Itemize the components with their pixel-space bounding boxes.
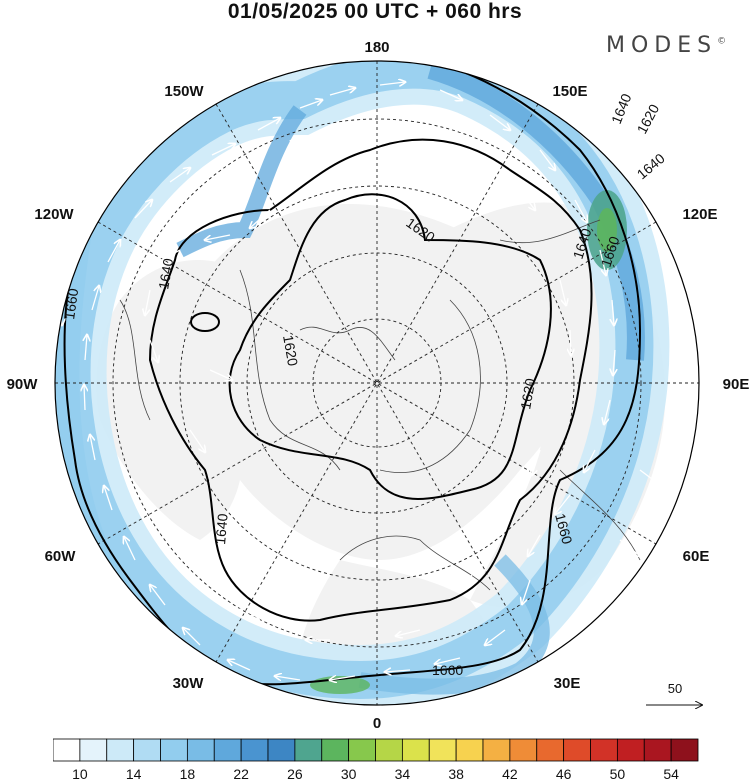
colorbar-swatch xyxy=(428,738,457,762)
colorbar-swatch xyxy=(186,738,215,762)
contour-label: 1640 xyxy=(634,150,668,182)
reference-vector: 50 xyxy=(646,681,710,720)
longitude-labels: 180 150E 120E 90E 60E 30E 0 30W 60W 90W … xyxy=(7,39,750,730)
colorbar-swatch xyxy=(321,738,350,762)
lon-label-150w: 150W xyxy=(164,83,204,100)
contour-label: 1660 xyxy=(61,287,81,320)
contour-label: 1640 xyxy=(608,91,635,126)
lon-label-60e: 60E xyxy=(683,548,710,565)
contour-label: 1620 xyxy=(280,334,301,368)
colorbar-swatch xyxy=(375,738,403,762)
lon-label-30e: 30E xyxy=(554,675,581,692)
colorbar-tick-label: 50 xyxy=(610,766,626,782)
colorbar-swatch xyxy=(294,738,323,762)
colorbar-tick-label: 34 xyxy=(395,766,411,782)
coastlines xyxy=(119,219,641,591)
colorbar-swatch xyxy=(643,738,672,762)
contour-label: 1640 xyxy=(212,513,231,546)
colorbar-swatch xyxy=(267,738,296,762)
colorbar-tick-label: 38 xyxy=(448,766,464,782)
contour-1640 xyxy=(148,138,593,622)
colorbar-swatch xyxy=(53,738,81,762)
lon-label-120w: 120W xyxy=(34,206,74,223)
colorbar-swatch xyxy=(509,738,538,762)
brand-text: MODES xyxy=(606,33,718,58)
colorbar-swatch xyxy=(213,738,242,762)
colorbar-swatch xyxy=(240,738,269,762)
colorbar-swatch xyxy=(536,738,565,762)
landmass-arctic xyxy=(190,204,579,560)
colorbar-swatch xyxy=(670,738,699,762)
colorbar-tick-label: 10 xyxy=(72,766,88,782)
colorbar-tick-label: 30 xyxy=(341,766,357,782)
colorbar-swatch xyxy=(616,738,645,762)
colorbar-tick-label: 26 xyxy=(287,766,303,782)
lon-label-60w: 60W xyxy=(45,548,77,565)
colorbar-swatch xyxy=(590,738,618,762)
lon-label-0: 0 xyxy=(373,715,381,730)
colorbar-swatches xyxy=(53,738,699,762)
contour-label: 1620 xyxy=(634,101,663,136)
reference-vector-label: 50 xyxy=(668,681,682,696)
colorbar-tick-label: 54 xyxy=(663,766,679,782)
contour-1660 xyxy=(63,61,642,686)
contour-label: 1660 xyxy=(552,512,576,546)
colorbar-swatch xyxy=(133,738,161,762)
chart-title: 01/05/2025 00 UTC + 060 hrs xyxy=(227,0,523,23)
modes-logo: MODES© xyxy=(606,33,726,58)
colorbar-tick-label: 22 xyxy=(233,766,249,782)
colorbar-tick-label: 46 xyxy=(556,766,572,782)
lon-label-30w: 30W xyxy=(173,675,205,692)
contour-label: 1660 xyxy=(432,662,463,678)
colorbar: 10141822263034384246505458626670 xyxy=(53,738,699,782)
contour-label: 1620 xyxy=(517,377,538,411)
colorbar-tick-label: 42 xyxy=(502,766,518,782)
wind-vectors xyxy=(60,82,660,680)
colorbar-labels: 10141822263034384246505458626670 xyxy=(72,766,679,782)
colorbar-swatch xyxy=(563,738,591,762)
colorbar-swatch xyxy=(106,738,135,762)
height-contours xyxy=(63,61,642,686)
colorbar-swatch xyxy=(160,738,188,762)
colorbar-swatch xyxy=(482,738,511,762)
lon-label-150e: 150E xyxy=(552,83,587,100)
colorbar-swatch xyxy=(79,738,108,762)
contour-label: 1640 xyxy=(155,257,176,291)
contour-1620 xyxy=(228,193,552,500)
colorbar-swatch xyxy=(401,738,430,762)
polar-map: 1640 1620 1620 1640 1660 1620 1640 1660 … xyxy=(7,39,750,730)
map-boundary xyxy=(54,60,700,706)
colorbar-tick-label: 18 xyxy=(180,766,196,782)
lon-label-120e: 120E xyxy=(682,206,717,223)
graticule xyxy=(55,61,699,705)
colorbar-swatch xyxy=(455,738,484,762)
copyright-mark: © xyxy=(717,36,727,47)
lon-label-90w: 90W xyxy=(7,376,39,393)
lon-label-90e: 90E xyxy=(723,376,750,393)
colorbar-swatch xyxy=(348,738,376,762)
colorbar-tick-label: 14 xyxy=(126,766,142,782)
lon-label-180: 180 xyxy=(364,39,389,56)
